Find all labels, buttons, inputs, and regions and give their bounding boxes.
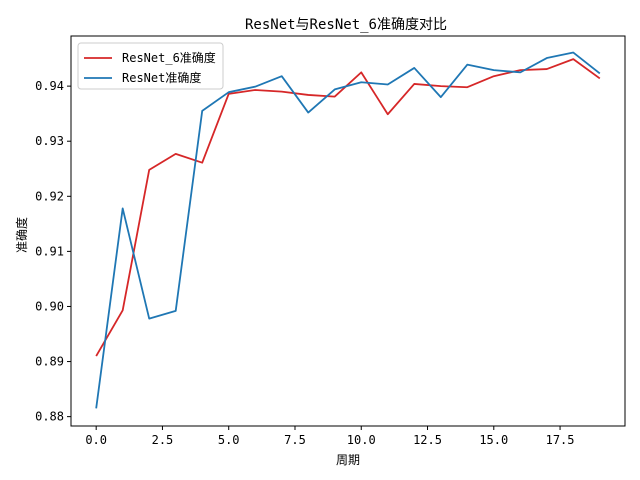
x-axis-label: 周期 [336,453,360,467]
chart-title: ResNet与ResNet_6准确度对比 [245,17,447,33]
series-line-1 [95,51,601,409]
x-tick-label: 15.0 [479,433,508,447]
x-tick-label: 7.5 [284,433,306,447]
y-tick-label: 0.92 [35,189,64,203]
plot-frame [70,35,626,427]
plot-area [70,35,626,427]
legend-box [77,42,224,90]
y-tick-label: 0.90 [35,299,64,313]
legend: ResNet_6准确度 ResNet准确度 [77,42,224,90]
x-tick-label: 2.5 [152,433,174,447]
x-tick-label: 0.0 [85,433,107,447]
y-tick-label: 0.89 [35,355,64,369]
x-axis: 0.0 2.5 5.0 7.5 10.0 12.5 15.0 17.5 [85,426,575,447]
y-tick-label: 0.93 [35,134,64,148]
y-tick-label: 0.88 [35,410,64,424]
legend-label: ResNet_6准确度 [122,50,216,65]
y-axis-label: 准确度 [14,217,29,253]
y-tick-label: 0.91 [35,244,64,258]
x-tick-label: 5.0 [218,433,240,447]
y-axis: 0.88 0.89 0.90 0.91 0.92 0.93 0.94 [35,79,71,424]
x-tick-label: 10.0 [347,433,376,447]
x-tick-label: 12.5 [413,433,442,447]
x-tick-label: 17.5 [546,433,575,447]
legend-label: ResNet准确度 [122,70,201,85]
y-tick-label: 0.94 [35,79,64,93]
